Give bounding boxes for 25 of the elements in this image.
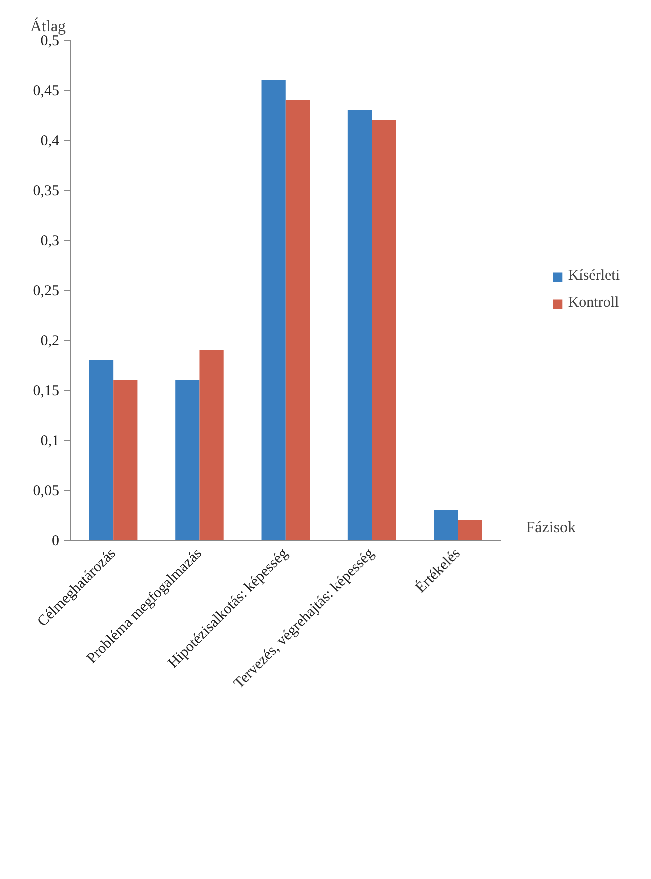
bar	[434, 510, 458, 540]
y-tick-label: 0,45	[33, 84, 60, 100]
y-tick-label: 0,2	[40, 334, 60, 350]
y-tick-label: 0,1	[40, 434, 60, 450]
bar	[458, 520, 482, 540]
y-tick-label: 0,5	[40, 34, 60, 50]
y-tick-label: 0	[52, 534, 60, 550]
bar	[286, 100, 310, 540]
x-axis-title: Fázisok	[526, 520, 576, 536]
bar	[262, 80, 286, 540]
y-tick-label: 0,35	[33, 184, 60, 200]
y-tick-label: 0,25	[33, 284, 60, 300]
y-tick-label: 0,4	[40, 134, 60, 150]
bar	[348, 110, 372, 540]
y-tick-label: 0,05	[33, 484, 60, 500]
y-axis-title: Átlag	[30, 18, 66, 36]
legend-label: Kísérleti	[568, 268, 620, 285]
bar	[89, 360, 114, 540]
y-tick-label: 0,3	[40, 234, 60, 250]
bar	[200, 350, 224, 540]
y-tick-label: 0,15	[33, 384, 60, 400]
bar	[114, 380, 138, 540]
bar	[176, 380, 200, 540]
bar	[372, 120, 396, 540]
legend-label: Kontroll	[568, 295, 620, 312]
